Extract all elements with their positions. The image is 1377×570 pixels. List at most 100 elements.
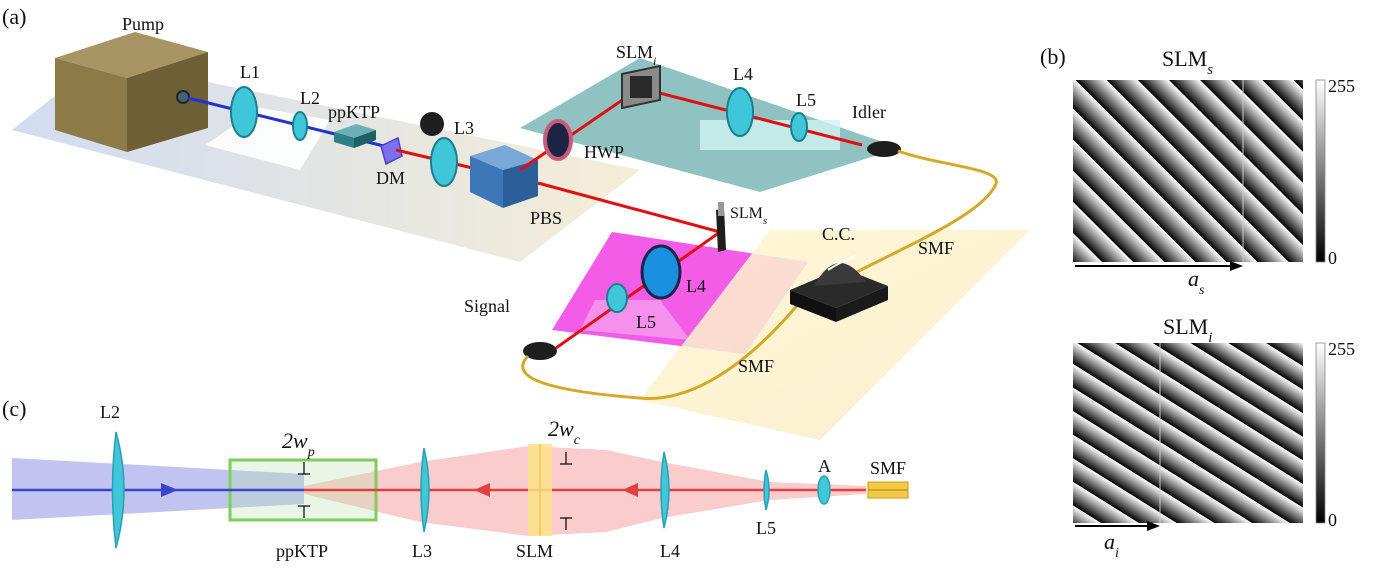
slm-s-hologram-left <box>1073 80 1243 262</box>
slm-i-title-sub: i <box>1208 330 1212 346</box>
signal-l5-lens <box>606 283 628 313</box>
c-l5-label: L5 <box>756 518 776 538</box>
slm-s-hologram-right <box>1243 80 1303 262</box>
l3-lens <box>430 137 458 187</box>
slm-i-cbar-min: 0 <box>1328 510 1337 530</box>
slm-i-label-sub: i <box>653 54 656 68</box>
ppktp-front <box>334 132 354 148</box>
l2-lens <box>292 111 308 141</box>
panel-c-label: (c) <box>2 396 26 421</box>
wp-label: 2wp <box>282 428 315 460</box>
wp-label-sub: p <box>307 445 315 460</box>
wc-label-sub: c <box>574 433 581 448</box>
slm-s-title-main: SLM <box>1162 46 1207 71</box>
panel-b-label: (b) <box>1040 44 1066 69</box>
cc-box-top <box>790 268 888 308</box>
signal-fiber-coupler-icon <box>523 342 557 360</box>
slm-s-arrow-label: as <box>1188 266 1205 298</box>
panel-c: (c) L2 L3 L4 L5 A SLM SMF <box>2 396 909 561</box>
slm-s-arrow-sub: s <box>1199 283 1205 298</box>
l1-label: L1 <box>240 62 260 82</box>
beam-dump-icon <box>420 112 444 136</box>
slm-i-arrow-label: ai <box>1104 529 1119 561</box>
c-smf-label: SMF <box>870 458 906 478</box>
backward-arrow-2-icon <box>622 483 638 497</box>
slm-s-arrow-main: a <box>1188 266 1199 291</box>
backward-arrow-1-icon <box>474 483 490 497</box>
ppktp-label: ppKTP <box>328 102 380 122</box>
slm-s-mount <box>718 202 724 216</box>
dichroic-mirror <box>380 136 403 166</box>
slm-s-label-sub: s <box>763 215 767 227</box>
c-l4-lens <box>660 451 670 529</box>
ppktp-side <box>354 130 376 148</box>
slm-i-label-main: SLM <box>616 42 653 62</box>
c-aperture-lens <box>817 475 831 505</box>
dm-label: DM <box>376 168 405 188</box>
slm-i-arrow-sub: i <box>1115 546 1119 561</box>
pump-box-top <box>55 32 208 78</box>
signal-l4-lens <box>640 244 682 300</box>
slm-s-cbar-max: 255 <box>1328 76 1355 96</box>
slm-s-label: SLMs <box>730 205 767 227</box>
idler-l4-label: L4 <box>733 64 753 84</box>
cc-label: C.C. <box>822 224 855 244</box>
c-a-label: A <box>818 456 831 476</box>
signal-l4-label: L4 <box>686 276 706 296</box>
slm-s-title-sub: s <box>1207 62 1213 78</box>
idler-fiber <box>811 149 998 298</box>
slm-s-label-main: SLM <box>730 205 763 222</box>
pump-box-side <box>127 52 208 152</box>
c-slm-label: SLM <box>516 541 553 561</box>
wp-label-main: 2w <box>282 428 308 453</box>
smf-top-label: SMF <box>918 238 954 258</box>
signal-l5-label: L5 <box>636 312 656 332</box>
slm-i-cbar-max: 255 <box>1328 339 1355 359</box>
slm-i-arrowhead-icon <box>1147 521 1160 531</box>
slm-i-title: SLMi <box>1163 314 1212 346</box>
panel-a: (a) Pump L1 L2 ppKTP DM <box>2 4 1030 440</box>
ppktp-top <box>334 124 376 138</box>
l2-label: L2 <box>300 88 320 108</box>
l3-label: L3 <box>454 118 474 138</box>
panel-a-label: (a) <box>2 4 26 29</box>
slm-s-device <box>716 208 726 252</box>
cc-box-side <box>836 286 888 322</box>
slm-i-colorbar <box>1315 342 1326 524</box>
idler-l5-lens <box>790 112 808 142</box>
pbs-top <box>470 145 538 170</box>
slm-i-hologram-left <box>1073 343 1160 523</box>
cc-dome-highlight <box>827 255 857 271</box>
wc-label-main: 2w <box>548 416 574 441</box>
cc-box-front <box>790 290 836 322</box>
c-ppktp-label: ppKTP <box>276 541 328 561</box>
c-l3-label: L3 <box>412 541 432 561</box>
cc-dome <box>814 262 866 286</box>
signal-label: Signal <box>464 296 510 316</box>
idler-label: Idler <box>852 102 886 122</box>
c-l2-lens <box>111 431 125 549</box>
slm-s-title: SLMs <box>1162 46 1213 78</box>
pbs-side <box>503 160 538 208</box>
signal-fiber <box>521 301 802 400</box>
hwp-label: HWP <box>584 142 624 162</box>
slm-i-arrow-main: a <box>1104 529 1115 554</box>
slm-i-title-main: SLM <box>1163 314 1208 339</box>
wc-label: 2wc <box>548 416 581 448</box>
slm-i-hologram-right <box>1160 343 1303 523</box>
pbs-label: PBS <box>530 208 562 228</box>
hwp-waveplate <box>543 119 573 161</box>
pump-aperture-icon <box>176 90 190 104</box>
slm-s-arrowhead-icon <box>1230 261 1243 271</box>
slm-i-label: SLMi <box>616 42 656 68</box>
pump-box-front <box>55 58 127 152</box>
c-l4-label: L4 <box>660 541 680 561</box>
c-l5-lens <box>763 469 770 511</box>
smf-bottom-label: SMF <box>738 356 774 376</box>
slm-i-screen <box>630 76 652 98</box>
pump-label: Pump <box>122 14 164 34</box>
smf-breadboard <box>640 230 1030 440</box>
idler-fiber-coupler-icon <box>867 141 901 157</box>
l1-lens <box>230 86 258 138</box>
